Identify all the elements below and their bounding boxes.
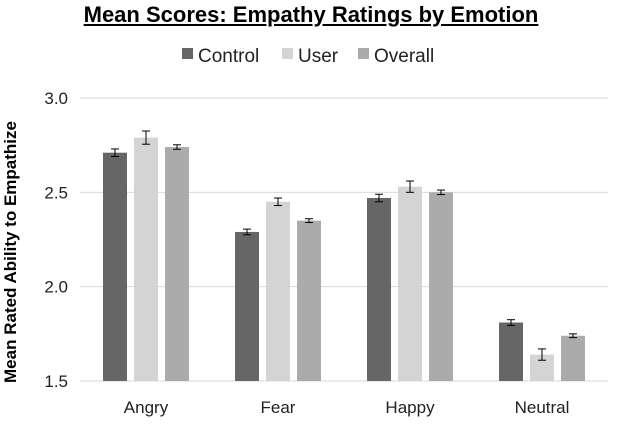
y-tick-label: 3.0 bbox=[44, 89, 68, 108]
x-tick-labels: Angry Fear Happy Neutral bbox=[124, 398, 570, 417]
bar-overall-angry bbox=[165, 147, 189, 381]
bar-overall-neutral bbox=[561, 335, 585, 381]
y-tick-label: 1.5 bbox=[44, 372, 68, 391]
bar-overall-fear bbox=[297, 220, 321, 381]
error-bars bbox=[111, 130, 577, 361]
x-tick-label: Neutral bbox=[515, 398, 570, 417]
legend-swatch-control bbox=[182, 48, 193, 59]
gridlines bbox=[80, 97, 608, 382]
bar-user-fear bbox=[266, 201, 290, 381]
legend-label-control: Control bbox=[198, 46, 259, 67]
legend: Control User Overall bbox=[182, 46, 434, 67]
bar-overall-happy bbox=[429, 192, 453, 381]
bar-user-angry bbox=[134, 137, 158, 381]
bar-user-happy bbox=[398, 186, 422, 381]
bars bbox=[103, 137, 585, 381]
bar-control-fear bbox=[235, 231, 259, 381]
x-tick-label: Fear bbox=[261, 398, 296, 417]
x-tick-label: Happy bbox=[385, 398, 435, 417]
legend-swatch-user bbox=[282, 48, 293, 59]
y-tick-label: 2.5 bbox=[44, 183, 68, 202]
y-axis-label: Mean Rated Ability to Empathize bbox=[1, 121, 20, 383]
bar-control-angry bbox=[103, 152, 127, 381]
bar-control-happy bbox=[367, 197, 391, 381]
legend-label-user: User bbox=[298, 46, 339, 67]
legend-swatch-overall bbox=[358, 48, 369, 59]
bar-control-neutral bbox=[499, 322, 523, 381]
y-tick-labels: 1.5 2.0 2.5 3.0 bbox=[44, 89, 68, 391]
y-tick-label: 2.0 bbox=[44, 278, 68, 297]
chart-title: Mean Scores: Empathy Ratings by Emotion bbox=[83, 2, 539, 27]
legend-label-overall: Overall bbox=[374, 46, 434, 67]
x-tick-label: Angry bbox=[124, 398, 169, 417]
